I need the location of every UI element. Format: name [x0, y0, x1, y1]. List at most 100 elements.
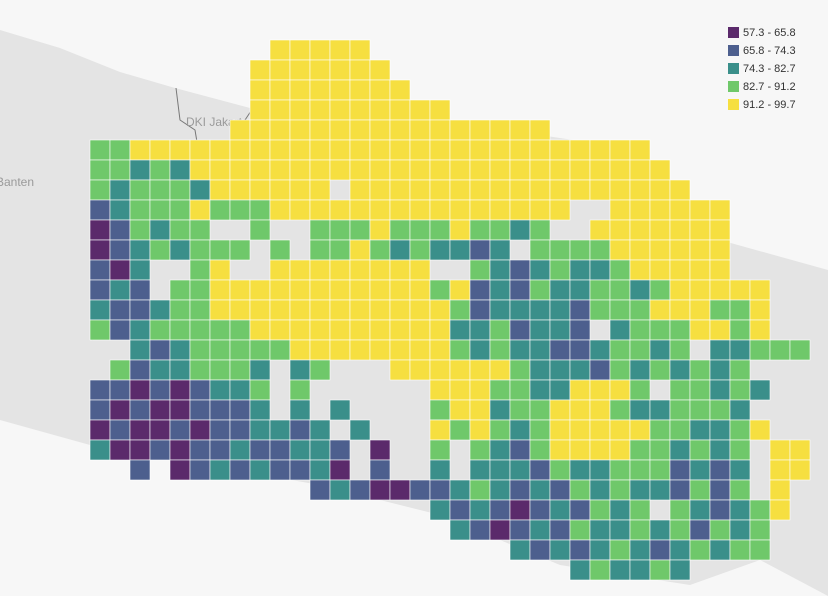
grid-cell	[349, 179, 371, 201]
grid-cell	[369, 439, 391, 461]
grid-cell	[509, 539, 531, 561]
grid-cell	[629, 179, 651, 201]
grid-cell	[429, 439, 451, 461]
grid-cell	[109, 139, 131, 161]
grid-cell	[709, 479, 731, 501]
grid-cell	[329, 139, 351, 161]
grid-cell	[649, 399, 671, 421]
legend-swatch	[728, 45, 739, 56]
grid-cell	[629, 519, 651, 541]
grid-cell	[309, 459, 331, 481]
grid-cell	[149, 379, 171, 401]
grid-cell	[149, 439, 171, 461]
grid-cell	[489, 459, 511, 481]
grid-cell	[549, 439, 571, 461]
grid-cell	[669, 499, 691, 521]
grid-cell	[629, 559, 651, 581]
grid-cell	[489, 239, 511, 261]
grid-cell	[709, 519, 731, 541]
grid-cell	[329, 339, 351, 361]
grid-cell	[209, 459, 231, 481]
grid-cell	[669, 479, 691, 501]
grid-cell	[469, 519, 491, 541]
grid-cell	[349, 259, 371, 281]
grid-cell	[649, 559, 671, 581]
grid-cell	[509, 139, 531, 161]
grid-cell	[149, 139, 171, 161]
grid-cell	[429, 119, 451, 141]
grid-cell	[589, 539, 611, 561]
grid-cell	[189, 279, 211, 301]
grid-cell	[609, 479, 631, 501]
grid-cell	[429, 319, 451, 341]
grid-cell	[149, 179, 171, 201]
grid-cell	[709, 339, 731, 361]
grid-cell	[189, 239, 211, 261]
grid-cell	[189, 259, 211, 281]
grid-cell	[169, 339, 191, 361]
grid-cell	[309, 439, 331, 461]
grid-cell	[569, 499, 591, 521]
grid-cell	[469, 279, 491, 301]
grid-cell	[189, 219, 211, 241]
grid-cell	[369, 59, 391, 81]
grid-cell	[549, 539, 571, 561]
grid-cell	[229, 119, 251, 141]
grid-cell	[429, 219, 451, 241]
grid-cell	[149, 239, 171, 261]
grid-cell	[189, 139, 211, 161]
grid-cell	[309, 419, 331, 441]
grid-cell	[409, 219, 431, 241]
grid-cell	[269, 259, 291, 281]
grid-cell	[309, 259, 331, 281]
grid-cell	[529, 279, 551, 301]
grid-cell	[249, 139, 271, 161]
grid-cell	[569, 279, 591, 301]
grid-cell	[589, 279, 611, 301]
grid-cell	[709, 459, 731, 481]
grid-cell	[749, 299, 771, 321]
grid-cell	[449, 519, 471, 541]
grid-cell	[329, 439, 351, 461]
grid-cell	[149, 359, 171, 381]
legend-swatch	[728, 99, 739, 110]
grid-cell	[549, 479, 571, 501]
grid-cell	[149, 299, 171, 321]
grid-cell	[169, 399, 191, 421]
grid-cell	[689, 279, 711, 301]
grid-cell	[229, 199, 251, 221]
grid-cell	[389, 339, 411, 361]
grid-cell	[689, 499, 711, 521]
grid-cell	[469, 199, 491, 221]
grid-cell	[649, 279, 671, 301]
grid-cell	[669, 239, 691, 261]
grid-cell	[609, 279, 631, 301]
grid-cell	[109, 259, 131, 281]
grid-cell	[729, 459, 751, 481]
grid-cell	[449, 219, 471, 241]
grid-cell	[589, 139, 611, 161]
grid-cell	[589, 519, 611, 541]
legend-swatch	[728, 27, 739, 38]
grid-cell	[489, 179, 511, 201]
grid-cell	[749, 279, 771, 301]
grid-cell	[629, 439, 651, 461]
grid-cell	[109, 319, 131, 341]
grid-cell	[529, 339, 551, 361]
grid-cell	[129, 199, 151, 221]
grid-cell	[709, 279, 731, 301]
grid-cell	[269, 59, 291, 81]
grid-cell	[609, 219, 631, 241]
grid-cell	[369, 259, 391, 281]
grid-cell	[149, 319, 171, 341]
grid-cell	[489, 139, 511, 161]
grid-cell	[449, 279, 471, 301]
grid-cell	[309, 59, 331, 81]
grid-cell	[469, 159, 491, 181]
grid-cell	[409, 299, 431, 321]
grid-cell	[409, 279, 431, 301]
grid-cell	[169, 459, 191, 481]
grid-cell	[509, 479, 531, 501]
grid-cell	[489, 199, 511, 221]
grid-cell	[349, 219, 371, 241]
